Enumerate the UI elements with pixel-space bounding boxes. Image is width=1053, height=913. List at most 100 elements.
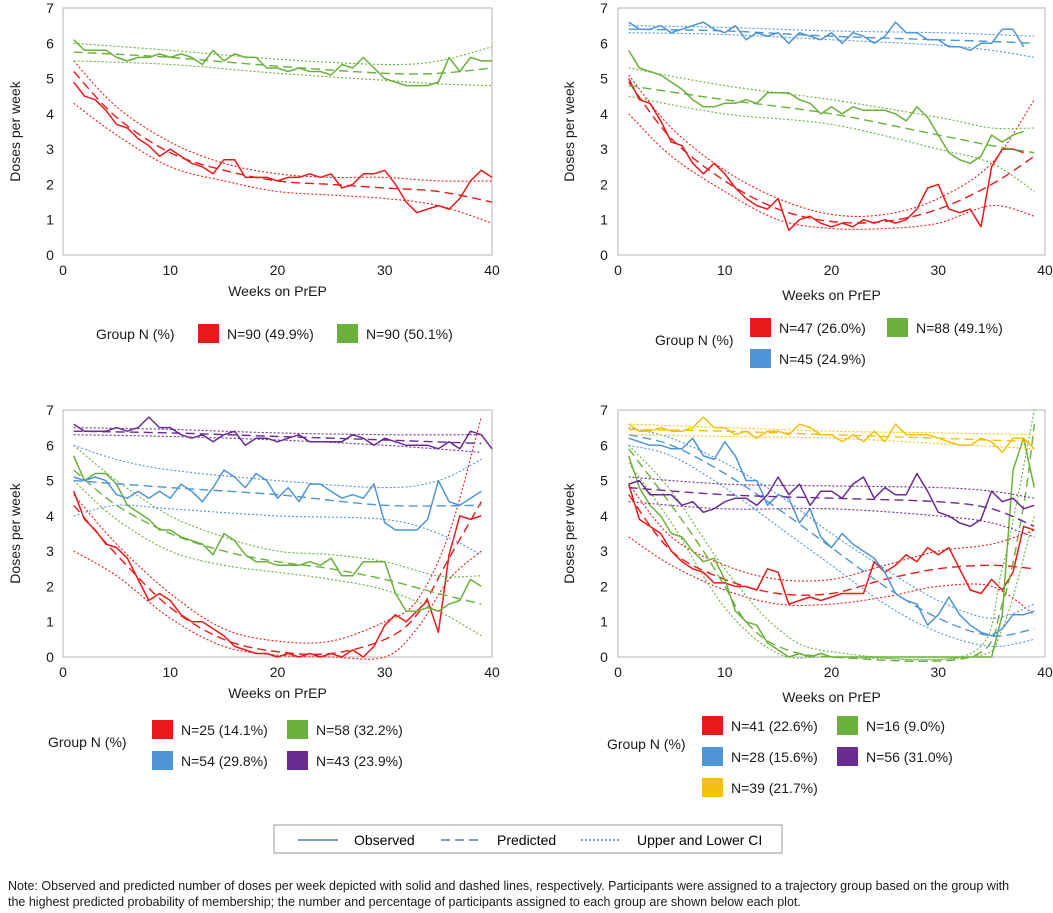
x-tick-label: 30 <box>377 262 393 278</box>
ci-upper-line <box>628 409 1035 661</box>
legend-label: N=47 (26.0%) <box>779 320 866 336</box>
figure-note-line-2: the highest predicted probability of mem… <box>8 895 801 909</box>
observed-line <box>628 78 1024 232</box>
y-tick-label: 3 <box>46 141 54 157</box>
y-tick-label: 7 <box>600 0 608 16</box>
plot-frame <box>62 7 493 256</box>
observed-legend-label: Observed <box>354 832 415 848</box>
ci-upper-line <box>73 60 493 182</box>
y-tick-label: 6 <box>600 437 608 453</box>
x-tick-label: 40 <box>484 664 500 680</box>
legend-swatch <box>287 720 308 739</box>
x-tick-label: 40 <box>1037 664 1053 680</box>
x-tick-label: 20 <box>824 262 840 278</box>
panel-bottom-left: 0 1 2 3 4 5 6 7 0 10 20 30 40 Weeks on PrEP Doses per … <box>7 402 500 770</box>
y-tick-label: 2 <box>600 176 608 192</box>
ci-upper-line <box>628 476 1035 499</box>
y-tick-label: 1 <box>600 212 608 228</box>
ci-upper-line <box>628 483 1035 582</box>
predicted-line <box>73 51 493 75</box>
observed-line <box>628 49 1024 165</box>
ci-upper-line <box>73 416 482 644</box>
ci-upper-line <box>73 42 493 66</box>
legend-swatch <box>152 720 173 739</box>
predicted-line <box>628 81 1035 224</box>
y-tick-label: 4 <box>600 106 608 122</box>
ci-lower-line <box>628 444 1035 648</box>
y-axis-title: Doses per week <box>561 80 577 181</box>
legend-swatch <box>337 324 358 343</box>
x-tick-label: 0 <box>614 262 622 278</box>
y-tick-label: 4 <box>46 106 54 122</box>
x-tick-label: 10 <box>162 262 178 278</box>
y-tick-label: 2 <box>46 176 54 192</box>
ci-upper-line <box>628 427 1035 619</box>
legend-label: N=45 (24.9%) <box>779 351 866 367</box>
figure-note-line-1: Note: Observed and predicted number of d… <box>8 879 1010 893</box>
legend-label: N=58 (32.2%) <box>316 722 403 738</box>
y-tick-label: 6 <box>46 35 54 51</box>
ci-lower-line <box>73 434 482 453</box>
legend-label: N=90 (50.1%) <box>366 326 453 342</box>
panel-top-left: 0 1 2 3 4 5 6 7 0 10 20 30 40 Weeks on PrEP Doses per … <box>7 0 500 343</box>
observed-line <box>73 81 493 214</box>
line-style-legend: Observed Predicted Upper and Lower CI <box>273 824 783 854</box>
y-axis-title: Doses per week <box>7 482 23 583</box>
x-tick-label: 10 <box>162 664 178 680</box>
legend-label: N=25 (14.1%) <box>181 722 268 738</box>
x-tick-label: 0 <box>59 664 67 680</box>
observed-line <box>627 437 1036 658</box>
x-tick-label: 20 <box>270 262 286 278</box>
x-tick-label: 30 <box>930 664 946 680</box>
y-tick-label: 7 <box>600 402 608 418</box>
ci-lower-line <box>73 480 482 637</box>
y-tick-label: 3 <box>600 543 608 559</box>
x-tick-label: 10 <box>717 664 733 680</box>
x-tick-label: 40 <box>1037 262 1053 278</box>
y-tick-label: 3 <box>600 141 608 157</box>
predicted-line <box>628 434 1035 637</box>
y-tick-label: 5 <box>46 71 54 87</box>
legend-title: Group N (%) <box>96 326 175 342</box>
legend-label: N=90 (49.9%) <box>227 326 314 342</box>
plot-frame <box>617 7 1046 256</box>
legend-label: N=16 (9.0%) <box>866 718 945 734</box>
legend-label: N=43 (23.9%) <box>316 753 403 769</box>
series-group <box>72 416 493 660</box>
y-tick-label: 4 <box>46 508 54 524</box>
predicted-line <box>628 84 1035 154</box>
y-tick-label: 7 <box>46 402 54 418</box>
y-tick-label: 2 <box>46 578 54 594</box>
predicted-line <box>628 494 1035 596</box>
x-axis-title: Weeks on PrEP <box>228 283 327 299</box>
predicted-line <box>73 479 482 507</box>
ci-lower-line <box>628 95 1035 192</box>
x-tick-label: 20 <box>824 664 840 680</box>
y-tick-label: 5 <box>600 71 608 87</box>
series-group <box>628 21 1035 232</box>
x-axis-title: Weeks on PrEP <box>782 689 881 705</box>
line-style-legend-box <box>273 824 783 854</box>
legend-title: Group N (%) <box>655 332 734 348</box>
y-tick-label: 0 <box>600 247 608 263</box>
ci-lower-line <box>628 501 1035 538</box>
legend-swatch <box>837 747 858 766</box>
y-tick-label: 7 <box>46 0 54 16</box>
observed-line <box>627 483 1035 605</box>
x-axis-title: Weeks on PrEP <box>228 685 327 701</box>
legend-swatch <box>702 716 723 735</box>
x-tick-label: 0 <box>614 664 622 680</box>
ci-upper-line <box>73 427 482 436</box>
predicted-legend-label: Predicted <box>497 832 556 848</box>
x-tick-label: 0 <box>59 262 67 278</box>
observed-line <box>628 416 1035 454</box>
ci-lower-line <box>73 102 493 224</box>
legend-label: N=28 (15.6%) <box>731 749 818 765</box>
observed-line <box>72 490 482 658</box>
predicted-line <box>73 501 482 656</box>
legend-label: N=54 (29.8%) <box>181 753 268 769</box>
figure-note: Note: Observed and predicted number of d… <box>8 878 1048 910</box>
y-tick-label: 6 <box>46 437 54 453</box>
y-tick-label: 1 <box>600 614 608 630</box>
